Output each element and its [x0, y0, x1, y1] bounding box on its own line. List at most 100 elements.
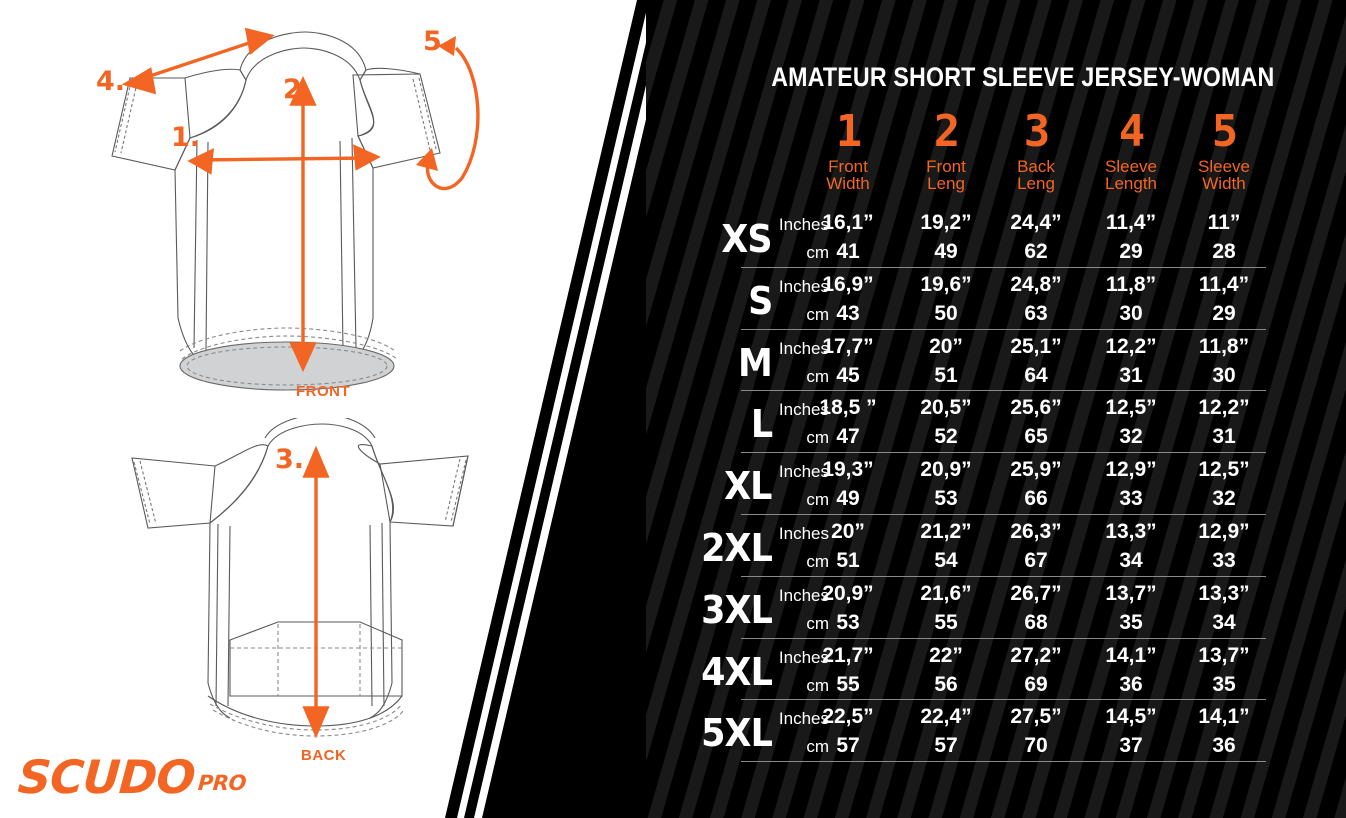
cell-s-col4-inches: 11,8” — [1105, 272, 1157, 296]
cell-l-col1-inches: 18,5 ” — [819, 396, 877, 420]
cell-2xl-col5-cm: 33 — [1212, 549, 1236, 572]
cell-5xl-col3-cm: 70 — [1024, 734, 1048, 758]
arrow-4-head-left — [121, 67, 157, 95]
arrow-1-line — [198, 156, 369, 162]
cell-4xl-col5-inches: 13,7” — [1198, 643, 1250, 667]
cell-s-col1-inches: 16,9” — [822, 272, 874, 296]
cell-3xl-col2-inches: 21,6” — [920, 581, 972, 605]
cell-xl-col1-inches: 19,3” — [822, 458, 874, 482]
unit-label-cm-s: cm — [806, 304, 829, 324]
callout-3-label: 3. — [275, 444, 304, 475]
back-right-cuff-edge — [452, 455, 469, 527]
back-pockets — [229, 621, 403, 697]
measurement-arrows-back — [302, 445, 330, 739]
right-sleeve — [352, 73, 441, 169]
cell-s-col5-cm: 29 — [1212, 301, 1236, 325]
back-body-right — [357, 444, 395, 719]
unit-label-inches-3xl: Inches — [778, 585, 829, 605]
arrow-3-head-bottom — [302, 706, 330, 739]
cell-l-col2-cm: 52 — [934, 425, 958, 449]
row-separator-xs — [741, 266, 1266, 268]
cell-5xl-col4-cm: 37 — [1119, 734, 1143, 758]
arrow-1-head-left — [187, 148, 214, 175]
row-separator-4xl — [741, 699, 1266, 701]
hem-ellipse — [179, 341, 395, 391]
cell-xs-col1-inches: 16,1” — [822, 211, 874, 234]
arrow-4-line — [137, 38, 259, 82]
column-name-2: Front Leng — [926, 157, 966, 194]
cell-4xl-col4-inches: 14,1” — [1105, 643, 1157, 667]
jersey-diagram-panel: 1. 2. 4. 5. FRONT — [16, 26, 480, 804]
cell-s-col3-cm: 63 — [1024, 301, 1048, 325]
unit-label-inches-2xl: Inches — [778, 524, 829, 543]
column-number-2: 2 — [933, 106, 961, 157]
row-separator-xl — [741, 514, 1266, 515]
body-left-edge — [174, 68, 247, 363]
cell-m-col4-inches: 12,2” — [1105, 334, 1157, 358]
front-view-label: FRONT — [296, 383, 351, 400]
column-name-3: Back Leng — [1017, 157, 1055, 194]
unit-label-inches-l: Inches — [778, 400, 829, 420]
cell-3xl-col4-cm: 35 — [1119, 610, 1143, 634]
cell-l-col5-cm: 31 — [1212, 425, 1236, 449]
side-panel-right-1 — [351, 137, 357, 349]
row-separator-2xl — [741, 575, 1266, 577]
unit-label-inches-m: Inches — [778, 338, 829, 358]
size-label-xs: XS — [721, 217, 773, 261]
cell-xs-col2-inches: 19,2” — [920, 211, 972, 234]
arrow-1-head-right — [353, 144, 381, 171]
cell-2xl-col2-inches: 21,2” — [920, 520, 972, 543]
back-view-label: BACK — [301, 747, 347, 764]
back-side-panel-right-2 — [369, 524, 373, 707]
column-header-3: 3 Back Leng — [976, 110, 1096, 193]
cell-3xl-col1-cm: 53 — [836, 610, 860, 634]
unit-label-cm-xl: cm — [806, 490, 829, 510]
cell-l-col4-cm: 32 — [1119, 425, 1143, 449]
cell-xl-col2-cm: 53 — [934, 487, 958, 511]
side-panel-left-1 — [193, 139, 198, 349]
cell-5xl-col4-inches: 14,5” — [1105, 705, 1157, 729]
back-left-sleeve — [131, 457, 216, 529]
cell-s-col2-inches: 19,6” — [920, 272, 972, 296]
raglan-right — [357, 79, 375, 137]
cell-4xl-col2-inches: 22” — [929, 643, 963, 667]
side-panel-left-2 — [205, 141, 209, 351]
size-label-4xl: 4XL — [701, 649, 773, 694]
size-table: 1 Front Width 2 Front Leng 3 Back Leng 4 Sleeve… — [646, 0, 1346, 818]
column-number-4: 4 — [1118, 106, 1146, 157]
cell-xs-col2-cm: 49 — [934, 240, 958, 263]
unit-label-inches-xl: Inches — [778, 462, 829, 482]
cell-3xl-col2-cm: 55 — [934, 610, 958, 634]
column-header-1: 1 Front Width — [788, 110, 908, 193]
cell-3xl-col4-inches: 13,7” — [1105, 581, 1157, 605]
hem-dash-2 — [181, 335, 398, 360]
cell-xs-col4-cm: 29 — [1119, 240, 1143, 263]
cell-4xl-col1-inches: 21,7” — [822, 643, 874, 667]
unit-label-cm-5xl: cm — [806, 737, 829, 757]
size-label-m: M — [738, 340, 773, 385]
column-name-4: Sleeve Length — [1105, 157, 1157, 194]
unit-label-cm-4xl: cm — [806, 675, 829, 695]
arrow-2-head-top — [289, 75, 317, 106]
unit-label-cm-m: cm — [806, 366, 829, 386]
scudo-pro-logo: SCUDO PRO — [16, 750, 246, 804]
column-number-5: 5 — [1211, 106, 1239, 157]
arrow-4-head-right — [244, 27, 275, 56]
cell-xs-col3-cm: 62 — [1024, 240, 1048, 263]
cell-5xl-col3-inches: 27,5” — [1010, 705, 1062, 729]
cell-m-col1-cm: 45 — [836, 363, 860, 387]
cell-2xl-col4-cm: 34 — [1119, 549, 1143, 572]
cell-s-col3-inches: 24,8” — [1010, 272, 1062, 296]
row-separator-3xl — [741, 637, 1266, 639]
cell-3xl-col5-inches: 13,3” — [1198, 581, 1250, 605]
cell-xl-col1-cm: 49 — [836, 487, 860, 511]
unit-label-inches-4xl: Inches — [778, 647, 829, 667]
cell-2xl-col3-cm: 67 — [1024, 549, 1048, 572]
column-number-3: 3 — [1023, 106, 1051, 157]
cell-xl-col3-inches: 25,9” — [1010, 458, 1062, 482]
row-separator-l — [741, 452, 1266, 454]
unit-label-cm-2xl: cm — [806, 552, 829, 571]
column-name-1: Front Width — [826, 157, 870, 194]
cell-2xl-col2-cm: 54 — [934, 549, 958, 572]
back-collar-outer — [264, 418, 376, 439]
